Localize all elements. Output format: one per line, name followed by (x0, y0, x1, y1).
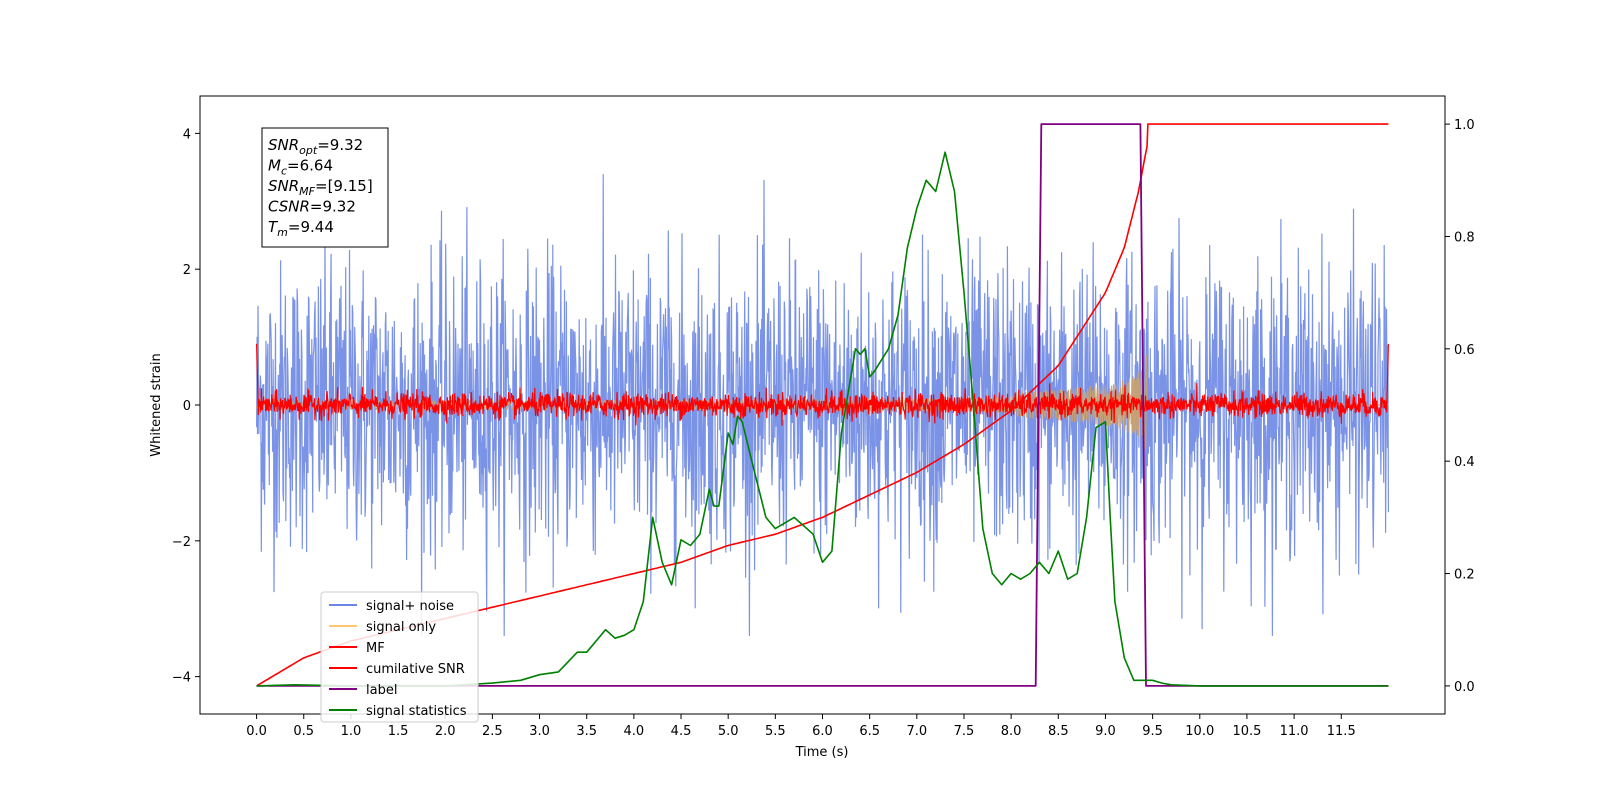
y2-tick-label: 0.8 (1454, 230, 1475, 245)
legend: signal+ noise signal only MF cumilative SNR… (320, 591, 479, 723)
x-tick-label: 4.0 (624, 724, 645, 739)
y2-tick-label: 0.0 (1454, 680, 1475, 695)
annotation-line: CSNR=9.32 (268, 198, 356, 216)
x-tick-label: 2.5 (482, 724, 503, 739)
x-tick-label: 10.5 (1232, 724, 1261, 739)
y-tick-label: −2 (172, 535, 191, 550)
y-tick-label: 2 (183, 263, 191, 278)
x-tick-label: 3.0 (529, 724, 550, 739)
y2-tick-label: 0.4 (1454, 455, 1475, 470)
legend-frame (320, 591, 479, 723)
annotation-line: Mc=6.64 (268, 157, 333, 178)
x-tick-label: 5.0 (718, 724, 739, 739)
x-tick-label: 11.5 (1327, 724, 1356, 739)
x-tick-label: 1.5 (388, 724, 409, 739)
legend-label: signal+ noise (366, 599, 454, 614)
x-tick-label: 4.5 (671, 724, 692, 739)
x-tick-label: 6.5 (859, 724, 880, 739)
y-tick-label: −4 (172, 671, 191, 686)
annotation-line: Tm=9.44 (268, 218, 334, 239)
x-tick-label: 10.0 (1185, 724, 1214, 739)
x-tick-label: 11.0 (1280, 724, 1309, 739)
annotation-frame (261, 127, 389, 248)
x-tick-label: 5.5 (765, 724, 786, 739)
x-tick-label: 7.5 (954, 724, 975, 739)
x-tick-label: 3.5 (576, 724, 597, 739)
series-signal-statistics (256, 151, 1389, 687)
x-axis: 0.0 0.5 1.0 1.5 2.0 2.5 3.0 3.5 4.0 4.5 5.0 5.5 6.0 6… (246, 714, 1356, 739)
x-tick-label: 6.0 (812, 724, 833, 739)
x-tick-label: 2.0 (435, 724, 456, 739)
x-tick-label: 7.0 (906, 724, 927, 739)
y2-tick-label: 0.6 (1454, 343, 1475, 358)
y-axis-label: Whitened strain (149, 353, 164, 456)
series-mf (256, 343, 1389, 426)
x-tick-label: 9.5 (1142, 724, 1163, 739)
legend-label: MF (366, 641, 385, 656)
annotation-line: SNRopt=9.32 (268, 136, 363, 157)
x-axis-label: Time (s) (795, 745, 849, 760)
y-axis-left: 4 2 0 −2 −4 (172, 127, 200, 686)
x-tick-label: 0.0 (246, 724, 267, 739)
y2-tick-label: 1.0 (1454, 118, 1475, 133)
x-tick-label: 1.0 (341, 724, 362, 739)
legend-label: label (366, 683, 397, 698)
annotation-line: SNRMF=[9.15] (268, 177, 373, 198)
x-tick-label: 8.0 (1001, 724, 1022, 739)
y-tick-label: 4 (183, 127, 191, 142)
legend-label: signal statistics (366, 704, 467, 719)
x-tick-label: 8.5 (1048, 724, 1069, 739)
y-axis-right: 1.0 0.8 0.6 0.4 0.2 0.0 (1445, 118, 1475, 695)
legend-label: cumilative SNR (366, 662, 465, 677)
y-tick-label: 0 (183, 399, 191, 414)
x-tick-label: 9.0 (1095, 724, 1116, 739)
y2-tick-label: 0.2 (1454, 568, 1475, 583)
x-tick-label: 0.5 (293, 724, 314, 739)
legend-label: signal only (366, 620, 436, 635)
